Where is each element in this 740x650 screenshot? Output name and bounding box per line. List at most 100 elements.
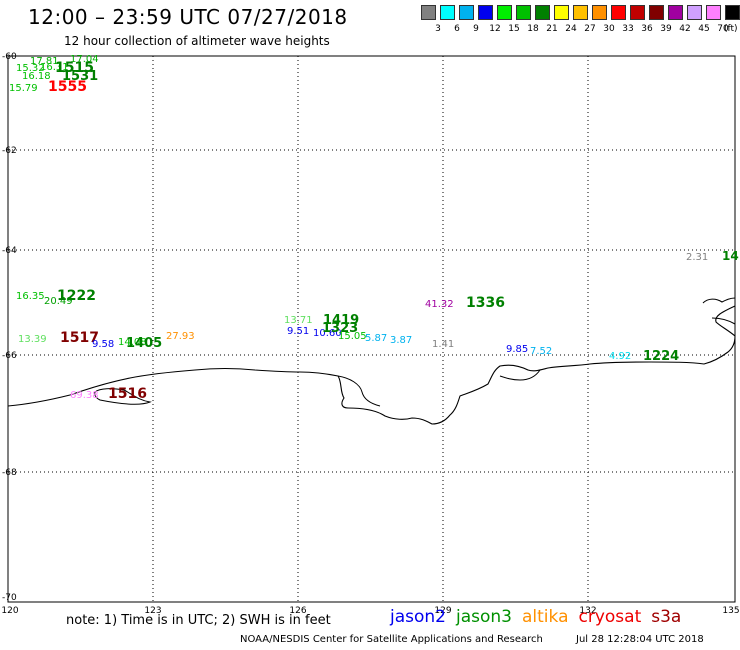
legend-label: 24: [565, 24, 577, 34]
observation-label: 3.87: [390, 335, 412, 346]
legend-label: 27: [584, 24, 596, 34]
observation-label: 9.51: [287, 326, 309, 337]
observation-label: 14.08: [118, 337, 147, 348]
legend-label: 70: [717, 24, 729, 34]
lon-label: 135: [722, 606, 739, 616]
legend-unit: (ft): [724, 24, 738, 34]
lat-label: -70: [2, 593, 17, 603]
legend-swatch: [706, 5, 721, 20]
legend-swatch: [611, 5, 626, 20]
legend-label: 3: [435, 24, 441, 34]
observation-label: 9.58: [92, 339, 114, 350]
lon-label: 123: [144, 606, 161, 616]
lat-label: -60: [2, 52, 17, 62]
observation-label: 7.52: [530, 346, 552, 357]
legend-label: 21: [546, 24, 558, 34]
observation-label: 2.31: [686, 252, 708, 263]
observation-label: 4.92: [609, 351, 631, 362]
lat-label: -66: [2, 351, 17, 361]
legend-swatch: [478, 5, 493, 20]
legend-swatch: [554, 5, 569, 20]
coastline-peninsula: [702, 297, 736, 337]
legend-swatch: [440, 5, 455, 20]
legend-label: 30: [603, 24, 615, 34]
credit-text: NOAA/NESDIS Center for Satellite Applica…: [240, 634, 543, 645]
observation-label: 1531: [62, 69, 98, 84]
legend-swatch: [668, 5, 683, 20]
observation-label: 13.39: [18, 334, 47, 345]
coastline: [7, 335, 736, 425]
legend-label: 12: [489, 24, 501, 34]
legend-label: 18: [527, 24, 539, 34]
legend-swatch: [630, 5, 645, 20]
satellite-name: jason2: [390, 607, 446, 627]
lon-label: 126: [289, 606, 306, 616]
observation-label: 16.18: [22, 71, 51, 82]
note-text: note: 1) Time is in UTC; 2) SWH is in fe…: [66, 613, 331, 628]
legend-label: 36: [641, 24, 653, 34]
observation-label: 69.38: [70, 390, 99, 401]
observation-label: 1222: [57, 288, 96, 304]
lon-label: 132: [579, 606, 596, 616]
observation-label: 5.87: [365, 333, 387, 344]
lat-label: -62: [2, 146, 17, 156]
legend-label: 15: [508, 24, 520, 34]
lon-label: 129: [434, 606, 451, 616]
observation-label: 27.93: [166, 331, 195, 342]
legend-label: 6: [454, 24, 460, 34]
observation-label: 14: [722, 249, 739, 263]
coastline-inlet: [337, 375, 381, 407]
observation-label: 1517: [60, 330, 99, 346]
legend-swatch: [516, 5, 531, 20]
lon-label: 120: [1, 606, 18, 616]
map-frame: [7, 55, 736, 603]
observation-label: 9.85: [506, 344, 528, 355]
legend-label: 33: [622, 24, 634, 34]
longitude-labels: 120 123 126 129 132 135: [1, 606, 739, 616]
legend-swatch: [573, 5, 588, 20]
satellite-name: jason3: [456, 607, 512, 627]
legend-swatch: [535, 5, 550, 20]
satellite-name: altika: [522, 607, 569, 627]
observation-label: 10.60: [313, 328, 342, 339]
observation-label: 1555: [48, 79, 87, 95]
observation-label: 41.32: [425, 299, 454, 310]
observation-label: 1515: [55, 60, 94, 76]
legend-swatch: [459, 5, 474, 20]
observation-label: 15.79: [9, 83, 38, 94]
legend-label: 42: [679, 24, 691, 34]
observation-label: 1336: [466, 295, 505, 311]
legend-label: 39: [660, 24, 672, 34]
map-subtitle: 12 hour collection of altimeter wave hei…: [64, 34, 330, 48]
observation-label: 1405: [126, 336, 162, 351]
coastline-bay: [94, 388, 152, 405]
lat-label: -68: [2, 468, 17, 478]
observation-label: 1323: [322, 321, 358, 336]
timestamp: Jul 28 12:28:04 UTC 2018: [576, 634, 704, 645]
legend-swatch: [592, 5, 607, 20]
satellite-name: s3a: [651, 607, 682, 627]
observation-label: 17.04: [70, 54, 99, 65]
legend-swatch: [497, 5, 512, 20]
observation-label: 1419: [323, 313, 359, 328]
legend-swatch: [687, 5, 702, 20]
observation-label: 20.49: [44, 296, 73, 307]
legend-label: 9: [473, 24, 479, 34]
observation-label: 1224: [643, 349, 679, 364]
satellite-key: jason2 jason3 altika cryosat s3a: [390, 607, 691, 627]
observation-label: 13.71: [284, 315, 313, 326]
latitude-labels: -60 -62 -64 -66 -68 -70: [2, 52, 17, 603]
legend-label: 45: [698, 24, 710, 34]
observation-label: 16.31: [40, 62, 69, 73]
satellite-name: cryosat: [578, 607, 642, 627]
coastline-island: [499, 369, 541, 381]
map-title: 12:00 – 23:59 UTC 07/27/2018: [28, 5, 348, 29]
legend-swatch: [421, 5, 436, 20]
observation-label: 16.35: [16, 291, 45, 302]
observation-label: 17.81: [30, 56, 59, 67]
observation-label: 1516: [108, 386, 147, 402]
observation-label: 1.41: [432, 339, 454, 350]
observation-label: 15.32: [16, 63, 45, 74]
